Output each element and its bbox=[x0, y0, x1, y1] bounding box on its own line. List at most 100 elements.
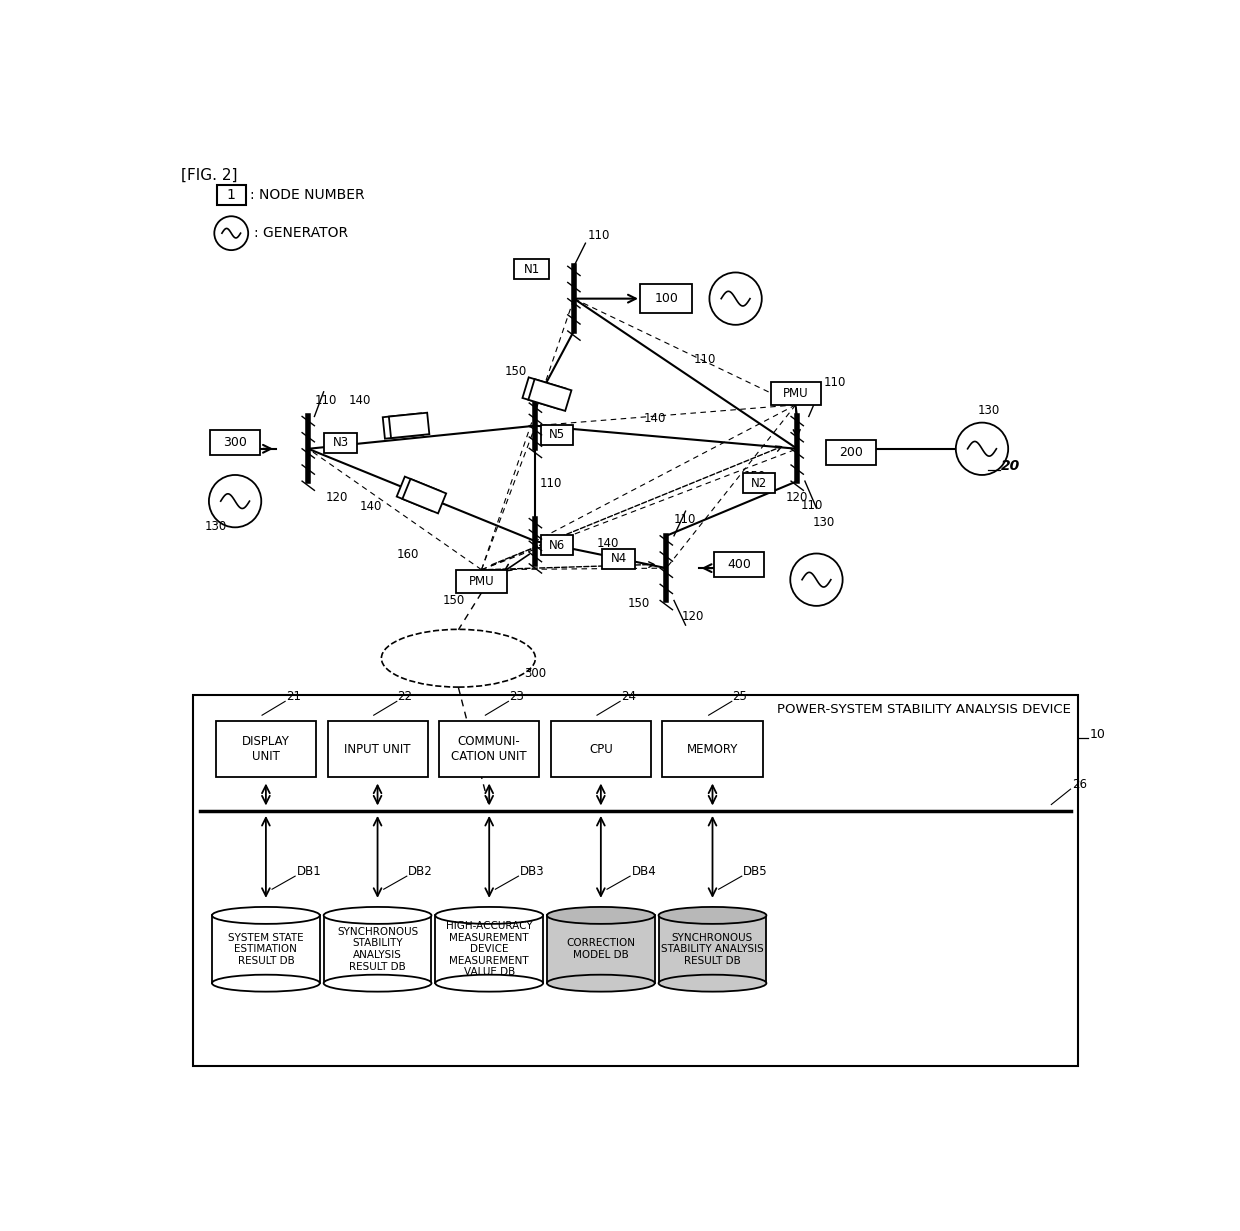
Text: DB1: DB1 bbox=[296, 864, 321, 878]
Text: 100: 100 bbox=[655, 292, 678, 305]
Text: DB4: DB4 bbox=[631, 864, 656, 878]
Polygon shape bbox=[403, 479, 446, 513]
Text: 23: 23 bbox=[510, 689, 525, 703]
Text: 110: 110 bbox=[825, 375, 847, 389]
Text: 140: 140 bbox=[596, 538, 619, 550]
Text: 120: 120 bbox=[786, 491, 808, 505]
Text: 130: 130 bbox=[978, 404, 1001, 417]
Text: 150: 150 bbox=[443, 595, 465, 607]
Text: 110: 110 bbox=[675, 513, 697, 527]
Text: 120: 120 bbox=[682, 611, 704, 623]
Ellipse shape bbox=[212, 975, 320, 992]
Text: DISPLAY
UNIT: DISPLAY UNIT bbox=[242, 735, 290, 763]
Bar bbox=[640, 284, 692, 313]
Bar bbox=[658, 916, 766, 984]
Text: SYSTEM STATE
ESTIMATION
RESULT DB: SYSTEM STATE ESTIMATION RESULT DB bbox=[228, 933, 304, 966]
Bar bbox=[324, 916, 432, 984]
Text: HIGH-ACCURACY
MEASUREMENT
DEVICE
MEASUREMENT
VALUE DB: HIGH-ACCURACY MEASUREMENT DEVICE MEASURE… bbox=[446, 921, 532, 977]
Text: 24: 24 bbox=[621, 689, 636, 703]
Bar bbox=[603, 549, 635, 569]
Polygon shape bbox=[389, 412, 429, 438]
Text: 22: 22 bbox=[398, 689, 413, 703]
Text: 10: 10 bbox=[1090, 728, 1106, 741]
Text: 150: 150 bbox=[627, 597, 650, 609]
Text: DB3: DB3 bbox=[520, 864, 544, 878]
Bar bbox=[515, 260, 549, 279]
Text: 110: 110 bbox=[315, 394, 337, 407]
Text: 300: 300 bbox=[523, 667, 546, 681]
Text: INPUT UNIT: INPUT UNIT bbox=[345, 742, 410, 756]
Ellipse shape bbox=[324, 975, 432, 992]
Text: N6: N6 bbox=[549, 538, 565, 551]
Text: : NODE NUMBER: : NODE NUMBER bbox=[250, 187, 365, 202]
Bar bbox=[743, 474, 775, 494]
Ellipse shape bbox=[435, 975, 543, 992]
Bar bbox=[327, 721, 428, 777]
Bar bbox=[662, 721, 763, 777]
Text: N2: N2 bbox=[750, 476, 766, 490]
Text: 300: 300 bbox=[223, 436, 247, 449]
Bar bbox=[541, 425, 573, 444]
Text: [FIG. 2]: [FIG. 2] bbox=[181, 167, 238, 182]
Bar bbox=[456, 570, 506, 593]
Text: CPU: CPU bbox=[589, 742, 613, 756]
Text: 160: 160 bbox=[397, 548, 419, 561]
Text: N5: N5 bbox=[549, 428, 565, 442]
Ellipse shape bbox=[547, 907, 655, 924]
Text: PMU: PMU bbox=[782, 387, 808, 400]
Text: 120: 120 bbox=[325, 491, 347, 505]
Text: 25: 25 bbox=[733, 689, 748, 703]
Ellipse shape bbox=[547, 975, 655, 992]
Text: 130: 130 bbox=[205, 519, 227, 533]
Text: MEMORY: MEMORY bbox=[687, 742, 738, 756]
Text: 1: 1 bbox=[227, 187, 236, 202]
Text: 400: 400 bbox=[728, 558, 751, 571]
Polygon shape bbox=[383, 414, 423, 438]
Ellipse shape bbox=[435, 907, 543, 924]
Ellipse shape bbox=[212, 907, 320, 924]
Bar bbox=[216, 721, 316, 777]
Bar bbox=[192, 696, 1079, 1066]
Text: SYNCHRONOUS
STABILITY ANALYSIS
RESULT DB: SYNCHRONOUS STABILITY ANALYSIS RESULT DB bbox=[661, 933, 764, 966]
Bar bbox=[212, 916, 320, 984]
Text: 140: 140 bbox=[644, 412, 666, 425]
Text: 110: 110 bbox=[693, 352, 715, 366]
Ellipse shape bbox=[324, 907, 432, 924]
Bar bbox=[325, 432, 357, 453]
Polygon shape bbox=[397, 476, 440, 511]
Text: 110: 110 bbox=[539, 478, 562, 490]
Bar bbox=[714, 551, 765, 576]
Text: N1: N1 bbox=[523, 263, 539, 276]
Ellipse shape bbox=[658, 907, 766, 924]
Text: N4: N4 bbox=[610, 553, 626, 565]
Bar bbox=[217, 185, 246, 204]
Text: 21: 21 bbox=[286, 689, 301, 703]
Text: : GENERATOR: : GENERATOR bbox=[254, 227, 348, 240]
Bar bbox=[547, 916, 655, 984]
Text: 110: 110 bbox=[588, 229, 610, 243]
Bar bbox=[826, 441, 877, 465]
Text: CORRECTION
MODEL DB: CORRECTION MODEL DB bbox=[567, 938, 635, 960]
Text: PMU: PMU bbox=[469, 575, 495, 587]
Text: SYNCHRONOUS
STABILITY
ANALYSIS
RESULT DB: SYNCHRONOUS STABILITY ANALYSIS RESULT DB bbox=[337, 927, 418, 971]
Text: POWER-SYSTEM STABILITY ANALYSIS DEVICE: POWER-SYSTEM STABILITY ANALYSIS DEVICE bbox=[776, 703, 1070, 716]
Polygon shape bbox=[528, 379, 572, 411]
Text: 140: 140 bbox=[348, 394, 371, 407]
Text: N3: N3 bbox=[332, 436, 348, 449]
Text: 200: 200 bbox=[839, 446, 863, 459]
Text: 26: 26 bbox=[1073, 778, 1087, 790]
Polygon shape bbox=[522, 378, 565, 409]
Text: 130: 130 bbox=[812, 516, 835, 529]
Text: DB5: DB5 bbox=[743, 864, 768, 878]
Text: 150: 150 bbox=[505, 364, 527, 378]
Text: COMMUNI-
CATION UNIT: COMMUNI- CATION UNIT bbox=[451, 735, 527, 763]
Bar bbox=[210, 431, 260, 455]
Text: 140: 140 bbox=[360, 500, 382, 513]
Text: DB2: DB2 bbox=[408, 864, 433, 878]
Bar bbox=[435, 916, 543, 984]
Bar bbox=[541, 535, 573, 555]
Text: 110: 110 bbox=[801, 499, 823, 512]
Text: 20: 20 bbox=[1001, 459, 1021, 474]
Text: 150: 150 bbox=[743, 469, 765, 483]
Ellipse shape bbox=[658, 975, 766, 992]
